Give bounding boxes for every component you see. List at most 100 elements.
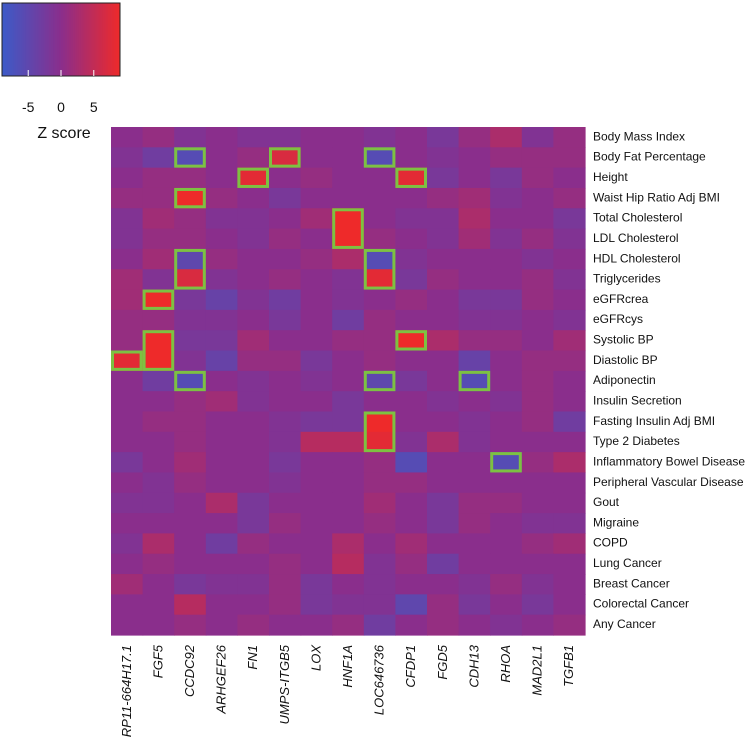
heatmap-cell [395, 431, 428, 453]
row-label: LDL Cholesterol [593, 231, 679, 245]
highlight-boxes [111, 147, 522, 473]
heatmap-cell [521, 330, 554, 352]
legend-swatch [68, 3, 72, 76]
heatmap-cell [300, 391, 333, 413]
heatmap-cell [427, 147, 460, 169]
heatmap-cell [521, 309, 554, 331]
heatmap-cell [363, 411, 396, 433]
legend-swatch [114, 3, 117, 76]
heatmap-cell [458, 350, 491, 372]
heatmap-cell [490, 472, 523, 494]
legend-swatch [49, 3, 52, 76]
legend-swatch [13, 3, 17, 76]
heatmap-cell [269, 391, 302, 413]
legend-swatch [88, 3, 91, 76]
heatmap-cell [111, 431, 144, 453]
heatmap-cell [553, 411, 586, 433]
legend-tick-label: -5 [22, 99, 35, 115]
heatmap-cell [427, 370, 460, 392]
heatmap-cell [300, 167, 333, 189]
legend-swatch [70, 3, 74, 76]
heatmap-cell [174, 553, 207, 575]
heatmap-cell [205, 127, 238, 148]
heatmap-cell [300, 594, 333, 616]
heatmap-cell [332, 553, 365, 575]
heatmap-cell [332, 513, 365, 534]
heatmap-cell [458, 472, 491, 494]
heatmap-cell [363, 127, 396, 148]
heatmap-cell [363, 350, 396, 372]
heatmap-cell [521, 492, 554, 514]
heatmap-cell [363, 228, 396, 250]
heatmap-cell [205, 553, 238, 575]
heatmap-cell [363, 431, 396, 453]
legend-swatch [47, 3, 50, 76]
heatmap-cell [458, 370, 491, 392]
legend-swatch [15, 3, 19, 76]
heatmap-cell [237, 513, 270, 534]
legend-swatch [9, 3, 13, 76]
heatmap-cell [395, 574, 428, 595]
heatmap-cell [205, 574, 238, 595]
heatmap-cell [521, 553, 554, 575]
heatmap-cell [142, 147, 175, 169]
row-label: HDL Cholesterol [593, 251, 681, 265]
heatmap-cell [142, 350, 175, 372]
legend-swatch [98, 3, 101, 76]
heatmap-cell [205, 248, 238, 270]
legend-swatch [19, 3, 23, 76]
heatmap-cell [553, 127, 586, 148]
heatmap-cell [111, 614, 144, 636]
heatmap-cell [458, 289, 491, 311]
heatmap-cell [332, 208, 365, 230]
heatmap-cell [458, 187, 491, 209]
row-label: Diastolic BP [593, 353, 658, 367]
heatmap-cell [490, 513, 523, 534]
heatmap-cell [142, 513, 175, 534]
heatmap-cell [490, 452, 523, 474]
legend-swatch [21, 3, 25, 76]
legend-swatch [17, 3, 21, 76]
heatmap-cell [490, 370, 523, 392]
heatmap-cell [395, 492, 428, 514]
heatmap-cell [237, 370, 270, 392]
heatmap-cell [300, 492, 333, 514]
highlight-box [174, 248, 206, 290]
heatmap-cell [458, 309, 491, 331]
heatmap-cell [332, 147, 365, 169]
heatmap-cell [490, 594, 523, 616]
row-label: Body Fat Percentage [593, 150, 706, 164]
highlight-box [174, 147, 206, 168]
heatmap-cell [142, 594, 175, 616]
heatmap-cell [332, 309, 365, 331]
heatmap-cell [490, 533, 523, 555]
legend-swatch [35, 3, 38, 76]
heatmap-cell [395, 411, 428, 433]
heatmap-cell [490, 187, 523, 209]
heatmap-cell [174, 147, 207, 169]
highlight-box [363, 411, 396, 453]
heatmap-cell [142, 208, 175, 230]
heatmap-cell [142, 574, 175, 595]
heatmap-cell [174, 411, 207, 433]
heatmap-cell [205, 533, 238, 555]
legend-swatch [37, 3, 40, 76]
heatmap-cell [458, 533, 491, 555]
heatmap-cell [174, 431, 207, 453]
heatmap-cell [300, 309, 333, 331]
heatmap-cell [269, 350, 302, 372]
heatmap-cell [174, 309, 207, 331]
column-label: FGF5 [150, 644, 165, 678]
column-label: CFDP1 [403, 645, 418, 688]
heatmap-cell [300, 472, 333, 494]
heatmap-cell [553, 492, 586, 514]
heatmap-cell [237, 208, 270, 230]
heatmap-cell [269, 513, 302, 534]
legend-swatch [80, 3, 84, 76]
heatmap-cell [300, 127, 333, 148]
legend-swatch [7, 3, 11, 76]
heatmap-cell [174, 187, 207, 209]
heatmap-cell [395, 269, 428, 291]
legend: -5 0 5Z score [1, 2, 121, 142]
